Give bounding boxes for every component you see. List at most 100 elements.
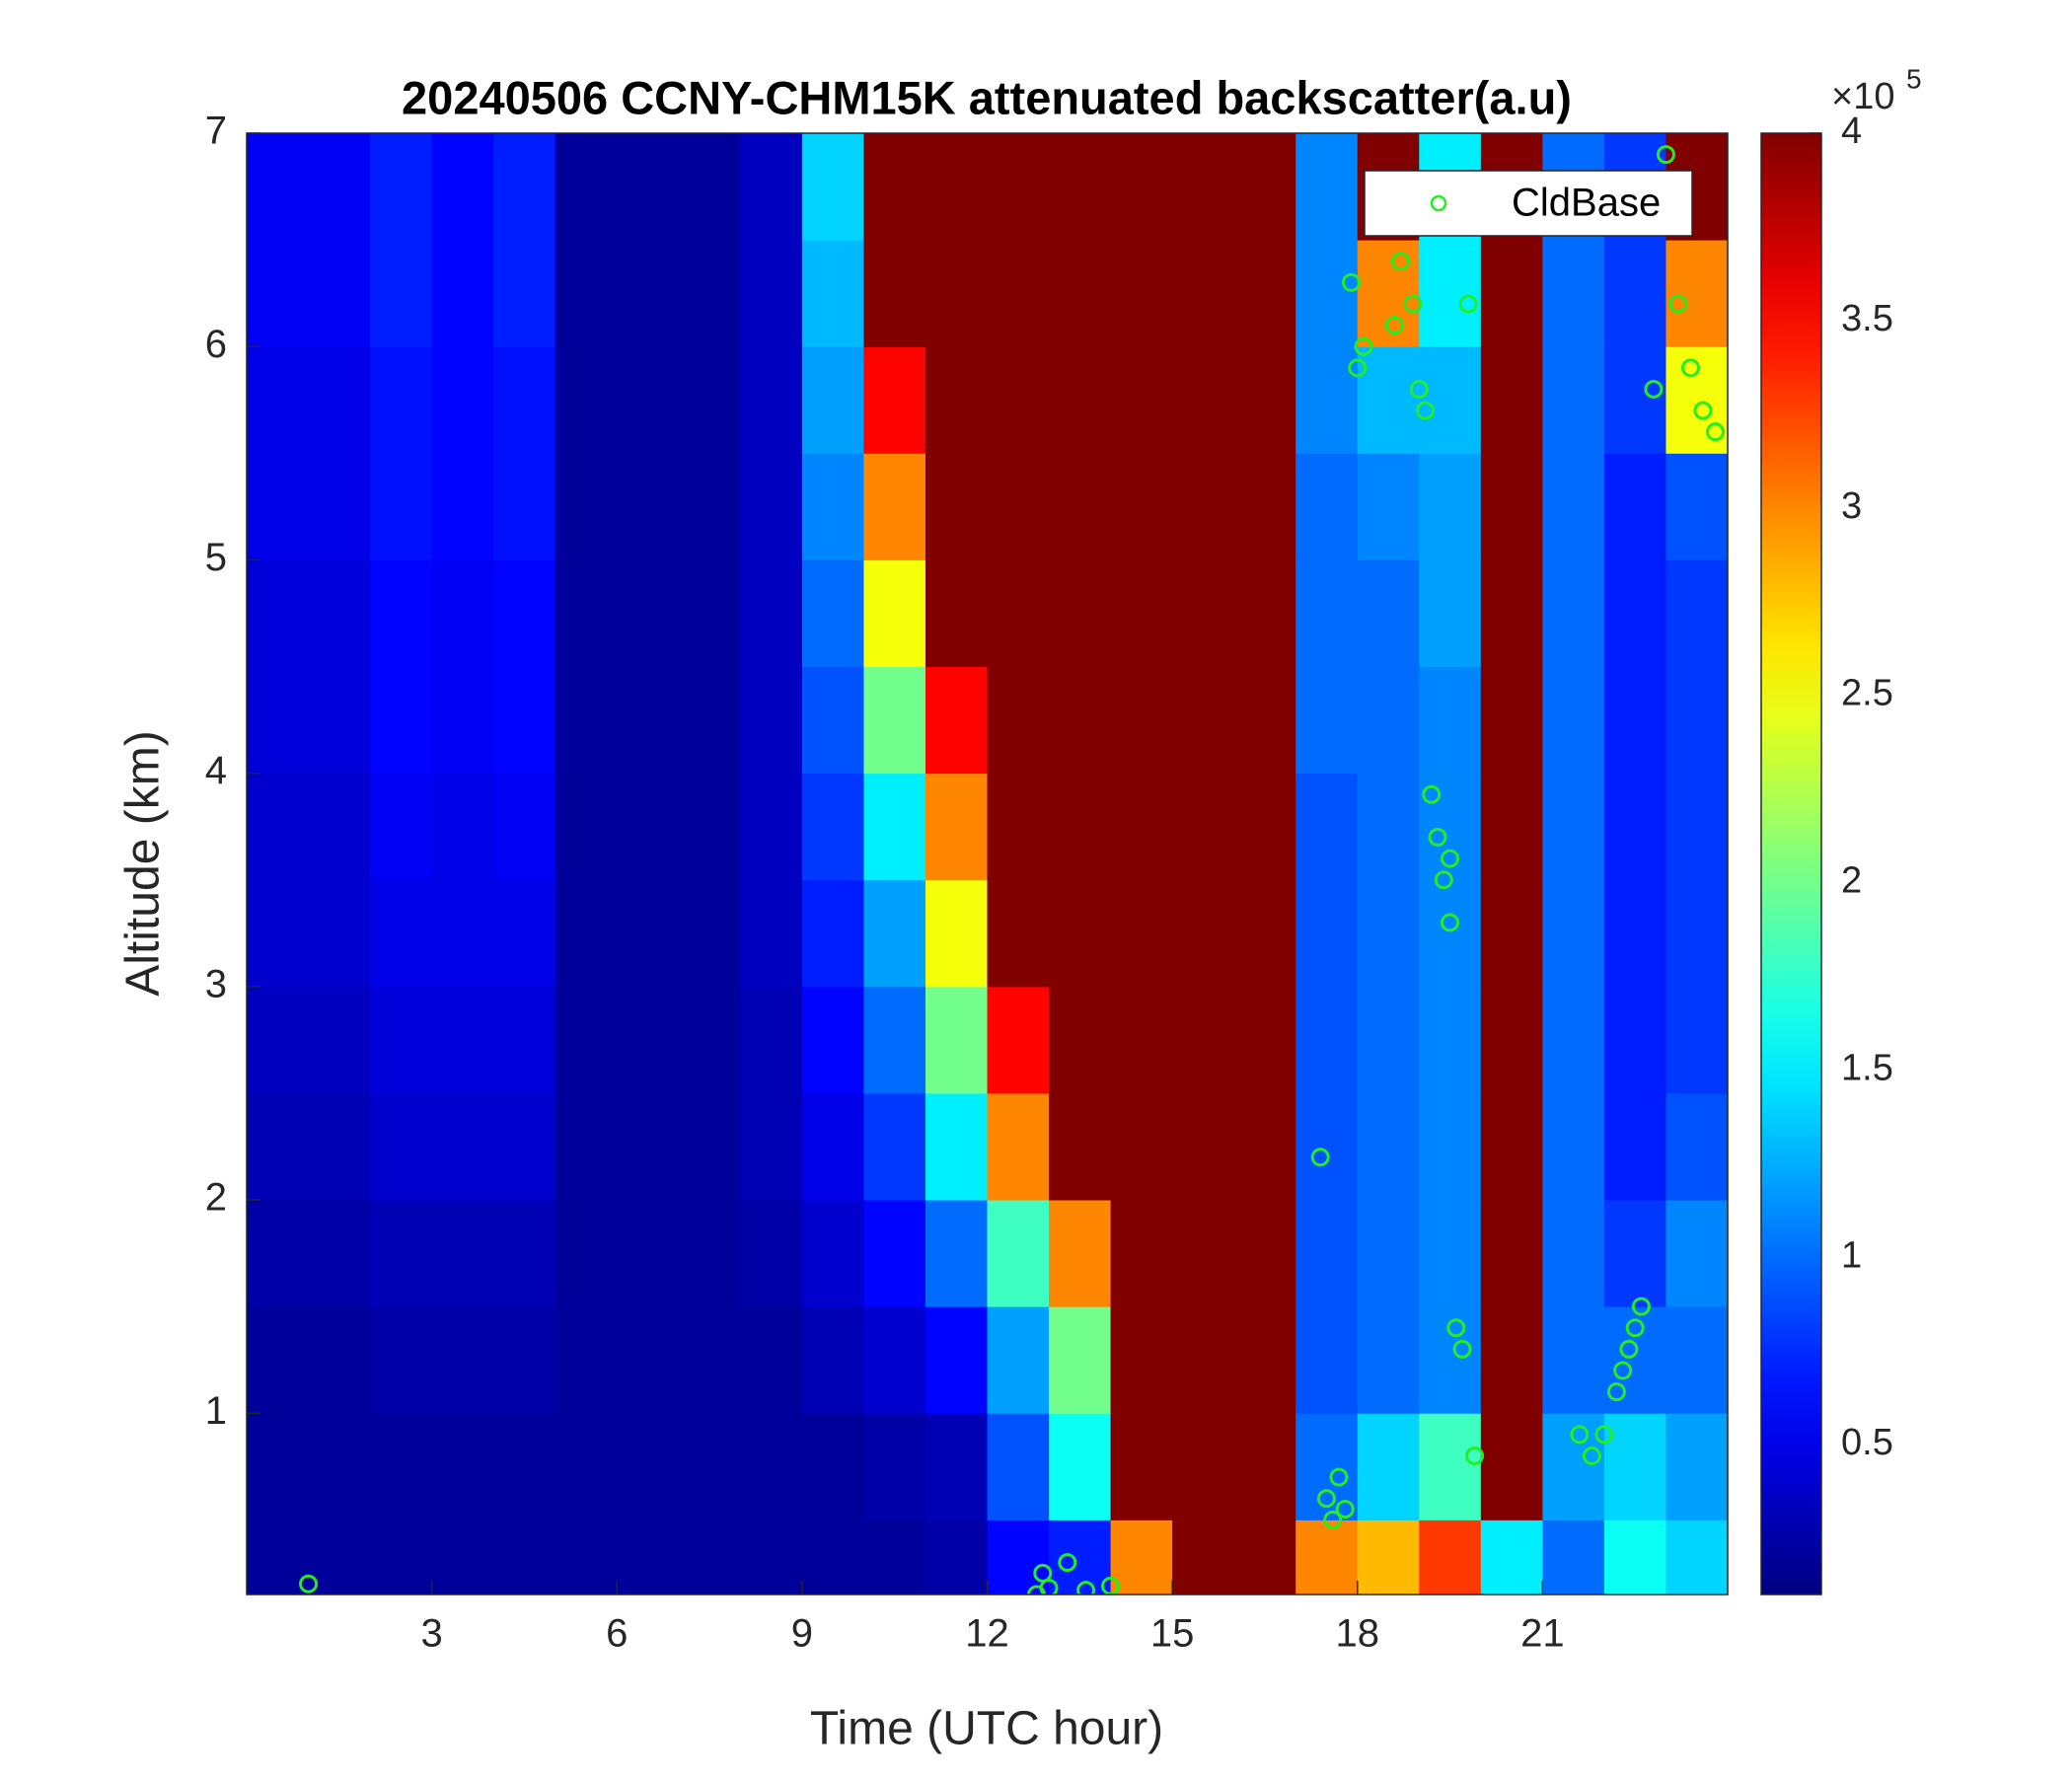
heatmap-cell xyxy=(678,879,741,988)
heatmap-cell xyxy=(1480,1306,1543,1414)
x-tick-label: 15 xyxy=(1150,1612,1195,1656)
heatmap-cell xyxy=(1542,453,1605,560)
heatmap-cell xyxy=(370,133,433,241)
heatmap-cell xyxy=(1542,773,1605,881)
heatmap-cell xyxy=(370,666,433,775)
heatmap-cell xyxy=(1603,879,1666,988)
heatmap-cell xyxy=(1233,1306,1296,1414)
heatmap-cell xyxy=(1110,773,1173,881)
heatmap-cell xyxy=(925,240,988,347)
heatmap-cell xyxy=(1110,1092,1173,1201)
heatmap-cell xyxy=(370,559,433,668)
legend: CldBase xyxy=(1364,170,1693,237)
heatmap-cell xyxy=(1480,773,1543,881)
heatmap-cell xyxy=(1049,1413,1112,1521)
heatmap-cell xyxy=(555,1092,618,1201)
cloud-base-point xyxy=(1335,1500,1355,1520)
heatmap-cell xyxy=(1295,879,1359,988)
heatmap xyxy=(247,133,1728,1595)
heatmap-cell xyxy=(555,346,618,454)
heatmap-cell xyxy=(1110,1520,1173,1595)
heatmap-cell xyxy=(617,879,680,988)
cloud-base-point xyxy=(1644,379,1664,399)
heatmap-cell xyxy=(1049,346,1112,454)
heatmap-cell xyxy=(617,1413,680,1521)
heatmap-cell xyxy=(740,1200,803,1307)
heatmap-cell xyxy=(431,240,494,347)
heatmap-cell xyxy=(678,666,741,775)
heatmap-cell xyxy=(1357,666,1420,775)
cloud-base-point xyxy=(1416,401,1436,420)
heatmap-cell xyxy=(493,1092,556,1201)
heatmap-cell xyxy=(1172,986,1235,1094)
heatmap-cell xyxy=(987,773,1050,881)
heatmap-cell xyxy=(370,986,433,1094)
heatmap-cell xyxy=(1295,1092,1359,1201)
heatmap-cell xyxy=(1665,986,1728,1094)
heatmap-cell xyxy=(1295,1413,1359,1521)
heatmap-cell xyxy=(740,1413,803,1521)
y-tick-label: 4 xyxy=(205,749,227,792)
heatmap-cell xyxy=(1603,1092,1666,1201)
heatmap-cell xyxy=(1233,773,1296,881)
heatmap-cell xyxy=(1295,1200,1359,1307)
heatmap-cell xyxy=(1480,1413,1543,1521)
heatmap-cell xyxy=(925,133,988,241)
heatmap-cell xyxy=(1542,346,1605,454)
cloud-base-point xyxy=(1705,422,1725,442)
heatmap-cell xyxy=(1295,559,1359,668)
heatmap-cell xyxy=(740,559,803,668)
heatmap-cell xyxy=(431,1092,494,1201)
heatmap-cell xyxy=(308,133,371,241)
heatmap-cell xyxy=(1295,346,1359,454)
heatmap-cell xyxy=(678,346,741,454)
heatmap-cell xyxy=(1419,346,1482,454)
heatmap-cell xyxy=(555,1200,618,1307)
heatmap-cell xyxy=(987,1200,1050,1307)
heatmap-cell xyxy=(555,986,618,1094)
heatmap-cell xyxy=(493,773,556,881)
heatmap-cell xyxy=(1665,1092,1728,1201)
heatmap-cell xyxy=(493,879,556,988)
heatmap-cell xyxy=(555,879,618,988)
heatmap-cell xyxy=(1172,1413,1235,1521)
heatmap-cell xyxy=(370,1413,433,1521)
heatmap-cell xyxy=(801,666,864,775)
heatmap-cell xyxy=(801,453,864,560)
heatmap-cell xyxy=(1419,240,1482,347)
heatmap-cell xyxy=(1419,1092,1482,1201)
heatmap-cell xyxy=(555,133,618,241)
heatmap-cell xyxy=(1542,240,1605,347)
heatmap-cell xyxy=(370,453,433,560)
heatmap-cell xyxy=(370,346,433,454)
heatmap-cell xyxy=(1480,346,1543,454)
heatmap-cell xyxy=(801,559,864,668)
heatmap-cell xyxy=(1233,559,1296,668)
heatmap-cell xyxy=(431,666,494,775)
cloud-base-point xyxy=(1384,316,1404,335)
cloud-base-point xyxy=(1465,1446,1485,1465)
cloud-base-point xyxy=(1693,401,1713,420)
heatmap-cell xyxy=(555,240,618,347)
heatmap-cell xyxy=(1357,986,1420,1094)
heatmap-cell xyxy=(678,1413,741,1521)
heatmap-cell xyxy=(1419,1200,1482,1307)
heatmap-cell xyxy=(863,1306,926,1414)
heatmap-cell xyxy=(1357,1520,1420,1595)
heatmap-cell xyxy=(1542,559,1605,668)
heatmap-cell xyxy=(308,666,371,775)
heatmap-cell xyxy=(247,1306,310,1414)
heatmap-cell xyxy=(1542,1520,1605,1595)
heatmap-cell xyxy=(1480,666,1543,775)
cloud-base-point xyxy=(1428,827,1447,847)
cloud-base-point xyxy=(1058,1553,1077,1573)
heatmap-cell xyxy=(1172,1092,1235,1201)
heatmap-cell xyxy=(617,1092,680,1201)
heatmap-cell xyxy=(925,1092,988,1201)
heatmap-cell xyxy=(1110,133,1173,241)
x-tick-label: 3 xyxy=(421,1612,443,1656)
cloud-base-point xyxy=(1391,252,1411,271)
heatmap-cell xyxy=(1172,773,1235,881)
heatmap-cell xyxy=(987,666,1050,775)
heatmap-cell xyxy=(1049,986,1112,1094)
